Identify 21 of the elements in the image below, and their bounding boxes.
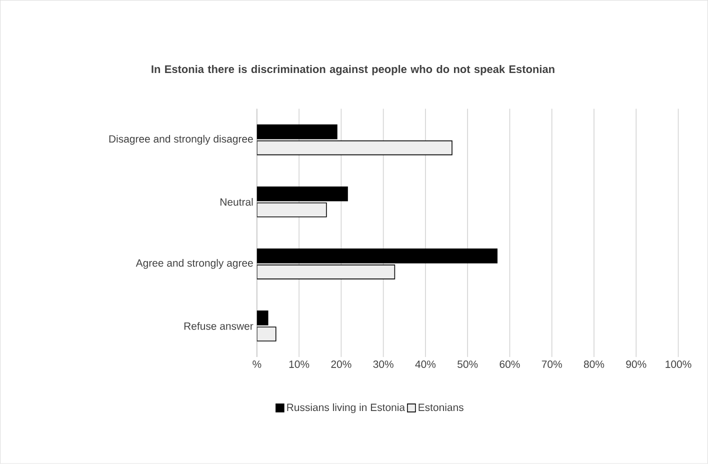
y-tick-label: Agree and strongly agree xyxy=(136,259,253,269)
legend-label: Russians living in Estonia xyxy=(287,403,406,414)
x-tick-label: 20% xyxy=(331,360,352,368)
bar xyxy=(256,140,452,156)
bar xyxy=(256,264,396,280)
x-tick-label: % xyxy=(252,360,262,368)
chart-title: In Estonia there is discrimination against people who do not speak Estonian xyxy=(152,65,554,76)
x-tick-label: 50% xyxy=(458,360,478,368)
legend-label: Estonians xyxy=(418,403,464,412)
x-tick-label: 60% xyxy=(500,360,520,368)
y-tick-label: Neutral xyxy=(220,198,253,206)
y-tick-label: Refuse answer xyxy=(184,322,254,330)
x-tick-label: 40% xyxy=(415,360,436,368)
bar xyxy=(256,202,327,218)
x-tick-label: 90% xyxy=(626,360,646,368)
x-tick-label: 80% xyxy=(584,360,604,368)
y-tick-label: Disagree and strongly disagree xyxy=(109,135,253,145)
x-tick-label: 10% xyxy=(289,360,310,368)
x-tick-label: 70% xyxy=(542,360,562,368)
x-tick-label: 100% xyxy=(666,360,692,368)
x-tick-label: 30% xyxy=(373,360,394,368)
